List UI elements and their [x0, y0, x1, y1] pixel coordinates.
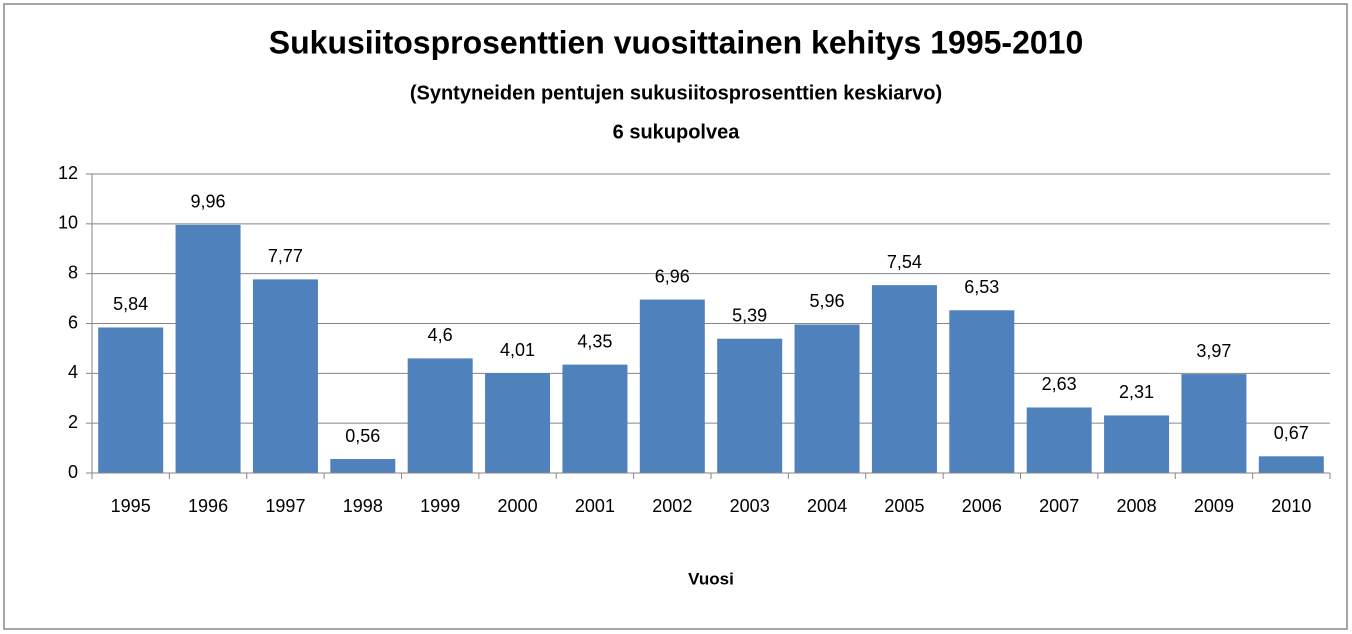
data-label: 5,39 [732, 305, 767, 325]
x-tick-label: 2001 [575, 496, 615, 516]
x-tick-label: 2002 [652, 496, 692, 516]
bar [98, 327, 164, 473]
data-label: 6,53 [964, 277, 999, 297]
data-label: 2,31 [1119, 382, 1154, 402]
chart-subtitle: (Syntyneiden pentujen sukusiitosprosentt… [410, 82, 942, 104]
x-tick-label: 1997 [265, 496, 305, 516]
x-tick-label: 1998 [343, 496, 383, 516]
bar [639, 299, 705, 473]
bar [562, 364, 628, 473]
bar [871, 285, 937, 473]
y-tick-label: 4 [68, 362, 78, 382]
data-label: 4,01 [500, 340, 535, 360]
bar [1026, 407, 1092, 473]
bar [330, 459, 396, 473]
data-label: 6,96 [655, 266, 690, 286]
chart-title: Sukusiitosprosenttien vuosittainen kehit… [269, 24, 1084, 60]
y-tick-label: 8 [68, 262, 78, 282]
x-axis-label: Vuosi [688, 569, 734, 588]
data-label: 0,56 [345, 426, 380, 446]
data-label: 7,77 [268, 246, 303, 266]
bar [717, 338, 783, 473]
x-tick-label: 2004 [807, 496, 847, 516]
bar [1181, 374, 1247, 473]
x-tick-label: 2010 [1271, 496, 1311, 516]
x-tick-label: 1996 [188, 496, 228, 516]
x-tick-label: 2005 [884, 496, 924, 516]
y-tick-label: 2 [68, 412, 78, 432]
data-label: 4,35 [577, 331, 612, 351]
data-label: 5,96 [810, 291, 845, 311]
bar [175, 224, 241, 473]
x-tick-label: 2008 [1117, 496, 1157, 516]
data-label: 7,54 [887, 252, 922, 272]
x-tick-label: 2000 [498, 496, 538, 516]
x-tick-label: 2007 [1039, 496, 1079, 516]
y-tick-label: 12 [58, 163, 78, 183]
data-label: 4,6 [428, 325, 453, 345]
x-tick-label: 2006 [962, 496, 1002, 516]
bar [794, 324, 860, 473]
x-tick-label: 2009 [1194, 496, 1234, 516]
bar [949, 310, 1015, 473]
x-tick-label: 1995 [111, 496, 151, 516]
y-tick-label: 6 [68, 312, 78, 332]
x-tick-label: 1999 [420, 496, 460, 516]
data-label: 0,67 [1274, 423, 1309, 443]
bar [485, 373, 551, 473]
data-label: 2,63 [1042, 374, 1077, 394]
y-tick-label: 10 [58, 213, 78, 233]
chart-subtitle: 6 sukupolvea [613, 121, 741, 143]
bar [1104, 415, 1170, 473]
bar [252, 279, 318, 473]
bar [1258, 456, 1324, 473]
data-label: 5,84 [113, 294, 148, 314]
bar [407, 358, 473, 473]
x-tick-label: 2003 [730, 496, 770, 516]
y-tick-label: 0 [68, 462, 78, 482]
data-label: 3,97 [1196, 341, 1231, 361]
data-label: 9,96 [191, 192, 226, 212]
